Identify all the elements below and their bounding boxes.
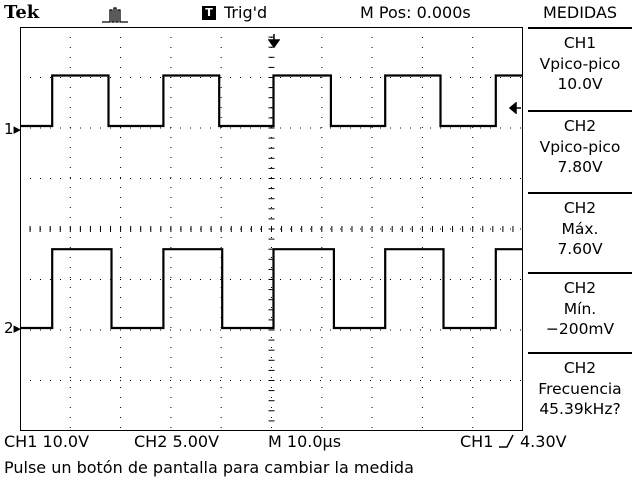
- ch2-trace: [20, 249, 523, 328]
- acquisition-run-icon: [100, 4, 130, 24]
- measure-value: 10.0V: [528, 74, 632, 95]
- rising-edge-icon: [498, 434, 514, 448]
- measure-value: 7.60V: [528, 239, 632, 260]
- measure-type: Mín.: [528, 299, 632, 320]
- measure-type: Vpico-pico: [528, 137, 632, 158]
- measure-value: 7.80V: [528, 157, 632, 178]
- ch2-ground-label: 2: [4, 319, 14, 337]
- measure-menu: MEDIDAS CH1 Vpico-pico 10.0V CH2 Vpico-p…: [528, 0, 632, 430]
- measure-type: Vpico-pico: [528, 54, 632, 75]
- measure-source: CH2: [528, 358, 632, 379]
- ch2-scale: CH2 5.00V: [134, 432, 219, 451]
- trigger-source: CH1: [460, 432, 493, 451]
- measure-source: CH2: [528, 116, 632, 137]
- right-arrow-icon: ▸: [14, 120, 22, 138]
- measure-button-1[interactable]: CH1 Vpico-pico 10.0V: [528, 27, 632, 110]
- ch1-ground-marker: 1▸: [4, 120, 21, 138]
- measure-source: CH1: [528, 33, 632, 54]
- trigger-status: Trig'd: [224, 3, 267, 22]
- measure-source: CH2: [528, 278, 632, 299]
- status-line: CH1 10.0V CH2 5.00V M 10.0µs CH1 4.30V: [4, 432, 629, 452]
- measure-value: −200mV: [528, 319, 632, 340]
- waveform-display: [20, 27, 523, 431]
- right-arrow-icon: ▸: [14, 319, 22, 337]
- measure-type: Frecuencia: [528, 379, 632, 400]
- trigger-level: 4.30V: [520, 432, 567, 451]
- brand-logo: Tek: [4, 2, 39, 23]
- measure-button-2[interactable]: CH2 Vpico-pico 7.80V: [528, 110, 632, 192]
- ch2-ground-marker: 2▸: [4, 319, 21, 337]
- trigger-level-marker: [508, 102, 522, 114]
- ch1-ground-label: 1: [4, 120, 14, 138]
- footer-message: Pulse un botón de pantalla para cambiar …: [4, 458, 414, 477]
- measure-button-4[interactable]: CH2 Mín. −200mV: [528, 272, 632, 352]
- menu-title: MEDIDAS: [528, 3, 632, 22]
- measure-type: Máx.: [528, 219, 632, 240]
- measure-button-3[interactable]: CH2 Máx. 7.60V: [528, 192, 632, 272]
- measure-button-5[interactable]: CH2 Frecuencia 45.39kHz?: [528, 352, 632, 430]
- timebase: M 10.0µs: [268, 432, 341, 451]
- measure-value: 45.39kHz?: [528, 399, 632, 420]
- measure-source: CH2: [528, 198, 632, 219]
- graticule: [20, 27, 523, 431]
- horizontal-position: M Pos: 0.000s: [360, 3, 471, 22]
- ch1-scale: CH1 10.0V: [4, 432, 89, 451]
- trigger-position-marker: [268, 34, 280, 48]
- trigger-badge: T: [202, 6, 216, 20]
- ch1-trace: [20, 76, 523, 127]
